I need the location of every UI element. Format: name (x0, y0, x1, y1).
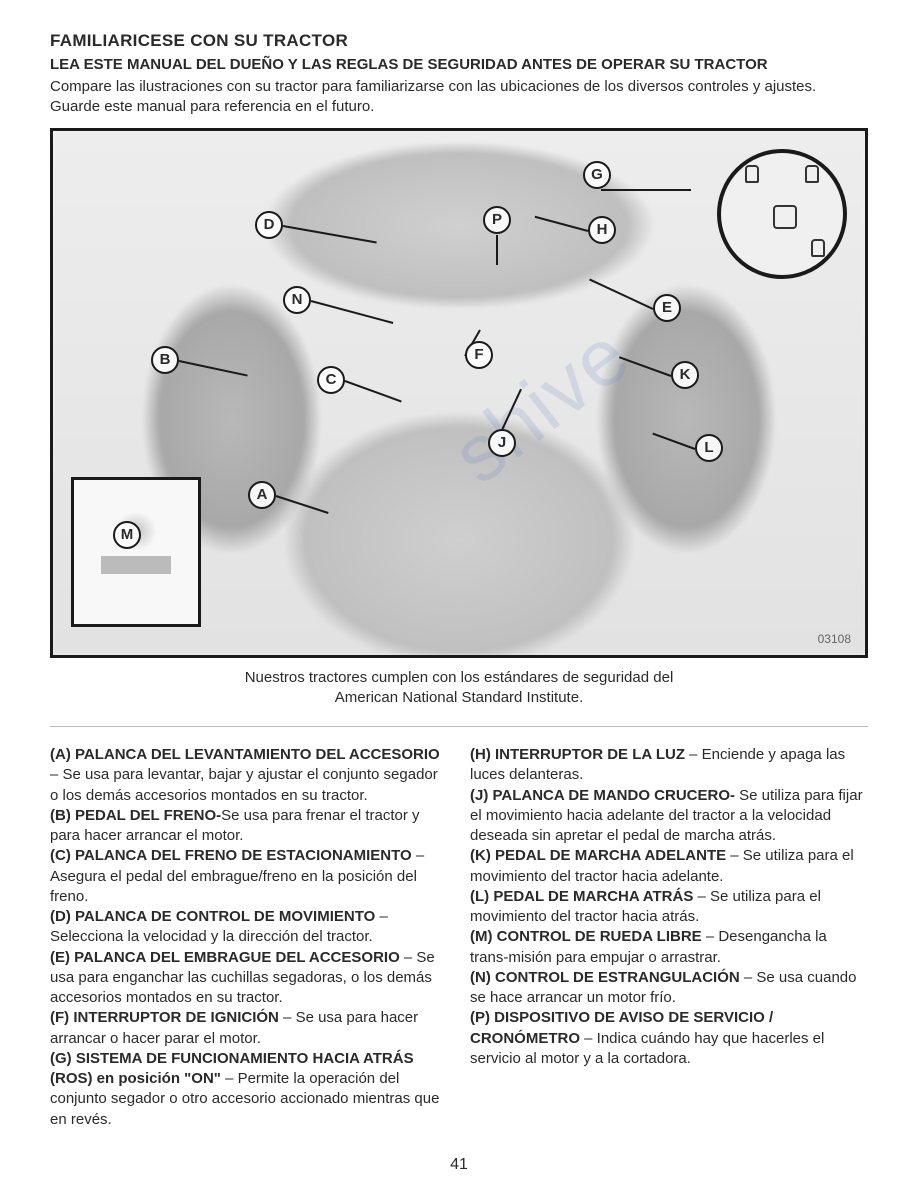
control-description: (B) PEDAL DEL FRENO-Se usa para frenar e… (50, 806, 448, 847)
callout-d: D (255, 211, 283, 239)
control-description: (L) PEDAL DE MARCHA ATRÁS – Se utiliza p… (470, 887, 868, 928)
diagram-number: 03108 (818, 631, 851, 647)
control-description: (M) CONTROL DE RUEDA LIBRE – Desengancha… (470, 927, 868, 968)
callout-l: L (695, 434, 723, 462)
callout-p: P (483, 206, 511, 234)
page-title: FAMILIARICESE CON SU TRACTOR (50, 30, 868, 53)
freewheel-illustration (94, 500, 178, 604)
callout-c: C (317, 366, 345, 394)
callout-m: M (113, 521, 141, 549)
callout-f: F (465, 341, 493, 369)
page-number: 41 (50, 1154, 868, 1176)
control-description: (C) PALANCA DEL FRENO DE ESTACIONAMIENTO… (50, 846, 448, 907)
leader-line (496, 235, 498, 265)
ignition-dial-inset (717, 149, 847, 279)
callout-e: E (653, 294, 681, 322)
freewheel-inset (71, 477, 201, 627)
control-text: – Se usa para levantar, bajar y ajustar … (50, 766, 438, 803)
control-description: (G) SISTEMA DE FUNCIONAMIENTO HACIA ATRÁ… (50, 1049, 448, 1130)
callout-b: B (151, 346, 179, 374)
control-description: (H) INTERRUPTOR DE LA LUZ – Enciende y a… (470, 745, 868, 786)
tractor-diagram: shive ABCDEFGHJKLMNP 03108 (50, 128, 868, 658)
callout-k: K (671, 361, 699, 389)
caption-line-2: American National Standard Institute. (335, 689, 583, 706)
control-label: (C) PALANCA DEL FRENO DE ESTACIONAMIENTO (50, 847, 412, 864)
control-label: (N) CONTROL DE ESTRANGULACIÓN (470, 969, 740, 986)
page-subtitle: LEA ESTE MANUAL DEL DUEÑO Y LAS REGLAS D… (50, 55, 868, 75)
control-label: (J) PALANCA DE MANDO CRUCERO- (470, 787, 735, 804)
control-description: (J) PALANCA DE MANDO CRUCERO- Se utiliza… (470, 786, 868, 847)
dial-pos-icon (745, 165, 759, 183)
left-column: (A) PALANCA DEL LEVANTAMIENTO DEL ACCESO… (50, 745, 448, 1130)
dial-pos-icon (811, 239, 825, 257)
callout-h: H (588, 216, 616, 244)
dial-pos-icon (805, 165, 819, 183)
control-label: (D) PALANCA DE CONTROL DE MOVIMIENTO (50, 908, 375, 925)
description-columns: (A) PALANCA DEL LEVANTAMIENTO DEL ACCESO… (50, 726, 868, 1130)
control-label: (H) INTERRUPTOR DE LA LUZ (470, 746, 685, 763)
control-label: (B) PEDAL DEL FRENO- (50, 807, 221, 824)
control-label: (M) CONTROL DE RUEDA LIBRE (470, 928, 702, 945)
control-description: (P) DISPOSITIVO DE AVISO DE SERVICIO / C… (470, 1008, 868, 1069)
intro-text: Compare las ilustraciones con su tractor… (50, 77, 868, 118)
caption-line-1: Nuestros tractores cumplen con los están… (245, 669, 674, 686)
control-label: (F) INTERRUPTOR DE IGNICIÓN (50, 1009, 279, 1026)
control-description: (N) CONTROL DE ESTRANGULACIÓN – Se usa c… (470, 968, 868, 1009)
control-label: (K) PEDAL DE MARCHA ADELANTE (470, 847, 726, 864)
control-description: (F) INTERRUPTOR DE IGNICIÓN – Se usa par… (50, 1008, 448, 1049)
control-label: (L) PEDAL DE MARCHA ATRÁS (470, 888, 693, 905)
callout-g: G (583, 161, 611, 189)
right-column: (H) INTERRUPTOR DE LA LUZ – Enciende y a… (470, 745, 868, 1130)
callout-j: J (488, 429, 516, 457)
control-description: (A) PALANCA DEL LEVANTAMIENTO DEL ACCESO… (50, 745, 448, 806)
leader-line (601, 189, 691, 191)
callout-a: A (248, 481, 276, 509)
control-label: (A) PALANCA DEL LEVANTAMIENTO DEL ACCESO… (50, 746, 440, 763)
control-label: (E) PALANCA DEL EMBRAGUE DEL ACCESORIO (50, 949, 400, 966)
control-description: (E) PALANCA DEL EMBRAGUE DEL ACCESORIO –… (50, 948, 448, 1009)
callout-n: N (283, 286, 311, 314)
control-description: (D) PALANCA DE CONTROL DE MOVIMIENTO – S… (50, 907, 448, 948)
control-description: (K) PEDAL DE MARCHA ADELANTE – Se utiliz… (470, 846, 868, 887)
diagram-caption: Nuestros tractores cumplen con los están… (50, 668, 868, 709)
